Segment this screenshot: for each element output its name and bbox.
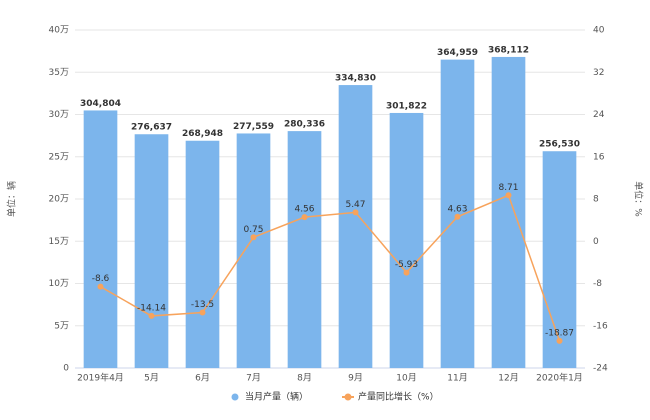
line-point — [556, 337, 563, 344]
line-point — [148, 312, 155, 319]
y-tick-label: 0 — [63, 364, 69, 374]
bar-value-label: 304,804 — [80, 99, 121, 109]
line-value-label: -8.6 — [92, 274, 110, 284]
bar-value-label: 368,112 — [488, 45, 529, 55]
y2-tick-label: 24 — [593, 110, 605, 120]
line-value-label: -5.93 — [395, 260, 418, 270]
line-value-label: 4.63 — [447, 204, 467, 214]
bar-value-label: 277,559 — [233, 122, 274, 132]
bar-value-label: 276,637 — [131, 123, 172, 133]
bar-value-label: 268,948 — [182, 129, 223, 139]
x-tick-label: 12月 — [498, 373, 518, 384]
line-value-label: 8.71 — [498, 183, 518, 193]
bar — [236, 133, 271, 368]
y2-tick-label: 32 — [593, 68, 604, 78]
line-point — [250, 234, 257, 241]
x-tick-label: 11月 — [447, 373, 467, 384]
y2-tick-label: 40 — [593, 26, 605, 36]
line-point — [97, 283, 104, 290]
y-tick-label: 40万 — [49, 26, 69, 36]
x-tick-label: 2020年1月 — [536, 372, 583, 384]
y-tick-label: 5万 — [54, 321, 69, 331]
y-tick-label: 30万 — [49, 110, 69, 120]
legend-label: 当月产量（辆） — [245, 391, 308, 403]
line-value-label: 5.47 — [345, 200, 365, 210]
y-tick-label: 20万 — [49, 195, 69, 205]
bar — [134, 134, 169, 368]
y2-tick-label: -8 — [593, 279, 602, 289]
line-point — [352, 209, 359, 216]
y2-tick-label: 16 — [593, 152, 605, 162]
line-value-label: 0.75 — [243, 225, 263, 235]
y-tick-label: 10万 — [49, 279, 69, 289]
legend-label: 产量同比增长（%） — [358, 391, 439, 403]
x-tick-label: 7月 — [246, 373, 261, 384]
bar-value-label: 256,530 — [539, 140, 580, 150]
bar-value-label: 280,336 — [284, 120, 325, 130]
x-tick-label: 8月 — [297, 373, 312, 384]
line-point — [403, 269, 410, 276]
y2-tick-label: 8 — [593, 195, 599, 205]
x-tick-label: 10月 — [396, 373, 416, 384]
bar-value-label: 334,830 — [335, 74, 376, 84]
y-tick-label: 15万 — [49, 237, 69, 247]
x-tick-label: 9月 — [348, 373, 363, 384]
y-axis-label: 单位：辆 — [6, 181, 18, 217]
bar — [389, 112, 424, 368]
bar — [83, 110, 118, 369]
x-tick-label: 5月 — [144, 373, 159, 384]
line-point — [454, 213, 461, 220]
legend-symbol — [344, 393, 352, 401]
line — [100, 194, 561, 342]
bar-value-label: 364,959 — [437, 48, 478, 58]
bar-value-label: 301,822 — [386, 101, 427, 111]
line-value-label: -13.5 — [191, 300, 214, 310]
bar — [287, 131, 322, 368]
x-tick-label: 2019年4月 — [77, 372, 124, 384]
bar — [542, 151, 577, 368]
y2-tick-label: -16 — [593, 321, 608, 331]
line-value-label: -14.14 — [137, 303, 166, 313]
y2-tick-label: -24 — [593, 364, 608, 374]
y-tick-label: 25万 — [49, 152, 69, 162]
line-value-label: 4.56 — [294, 205, 314, 215]
line-point — [199, 309, 206, 316]
line-point — [505, 192, 512, 199]
y2-axis-label: 单位：% — [633, 181, 645, 217]
bar — [185, 140, 220, 368]
bar — [491, 56, 526, 368]
y2-tick-label: 0 — [593, 237, 599, 247]
line-point — [301, 214, 308, 221]
x-tick-label: 6月 — [195, 373, 210, 384]
y-tick-label: 35万 — [49, 68, 69, 78]
legend-symbol — [231, 393, 239, 401]
line-value-label: -18.87 — [545, 328, 574, 338]
